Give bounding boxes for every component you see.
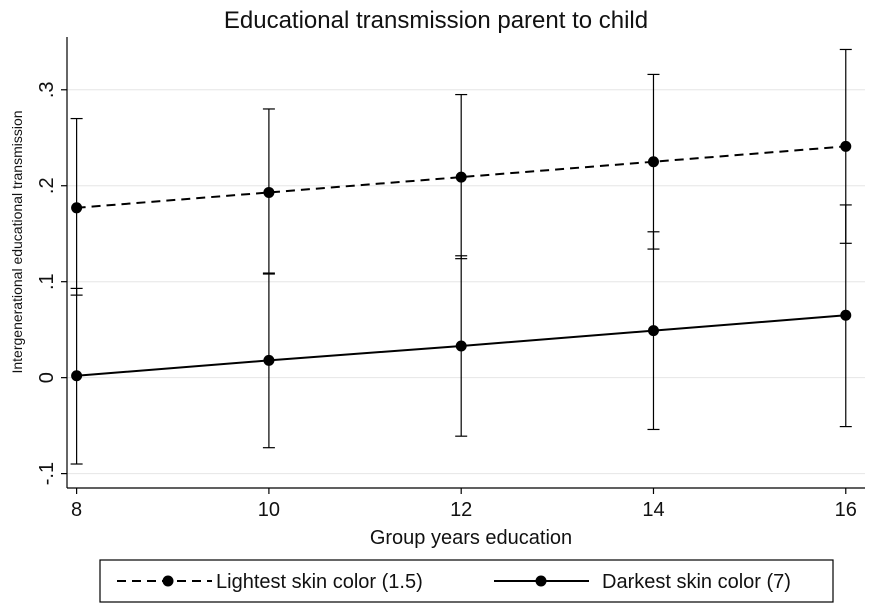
y-tick-label: .1 (36, 273, 58, 290)
data-point-lightest (455, 171, 467, 183)
x-tick-label: 16 (835, 499, 857, 521)
legend-marker-darkest (535, 575, 547, 587)
legend-item-lightest: Lightest skin color (1.5) (117, 571, 423, 593)
data-point-lightest (840, 140, 852, 152)
y-tick-label: .3 (36, 81, 58, 98)
chart-title: Educational transmission parent to child (224, 7, 648, 34)
x-tick-label: 8 (71, 499, 82, 521)
y-axis-label: Intergenerational educational transmissi… (9, 110, 25, 373)
gridlines (67, 89, 865, 475)
plot-area (70, 48, 852, 465)
series-line-lightest (76, 145, 846, 209)
data-point-lightest (71, 202, 83, 214)
x-tick-label: 12 (450, 499, 472, 521)
data-point-lightest (263, 186, 275, 198)
y-tick-label: 0 (36, 372, 58, 383)
data-point-lightest (647, 156, 659, 168)
x-axis-ticks: 8 10 12 14 16 (71, 488, 857, 521)
legend-label-lightest: Lightest skin color (1.5) (216, 571, 423, 593)
legend-marker-lightest (162, 575, 174, 587)
legend-label-darkest: Darkest skin color (7) (602, 571, 791, 593)
data-point-darkest (647, 325, 659, 337)
data-point-darkest (71, 370, 83, 382)
data-point-darkest (263, 354, 275, 366)
y-tick-label: .2 (36, 177, 58, 194)
legend-item-darkest: Darkest skin color (7) (494, 571, 791, 593)
data-point-darkest (455, 340, 467, 352)
x-tick-label: 14 (642, 499, 664, 521)
data-point-darkest (840, 309, 852, 321)
y-tick-label: -.1 (36, 462, 58, 485)
legend-box (99, 559, 834, 603)
x-axis-label: Group years education (370, 527, 572, 549)
y-axis-ticks: -.1 0 .1 .2 .3 (36, 81, 67, 485)
legend: Lightest skin color (1.5) Darkest skin c… (99, 559, 834, 603)
x-tick-label: 10 (258, 499, 280, 521)
